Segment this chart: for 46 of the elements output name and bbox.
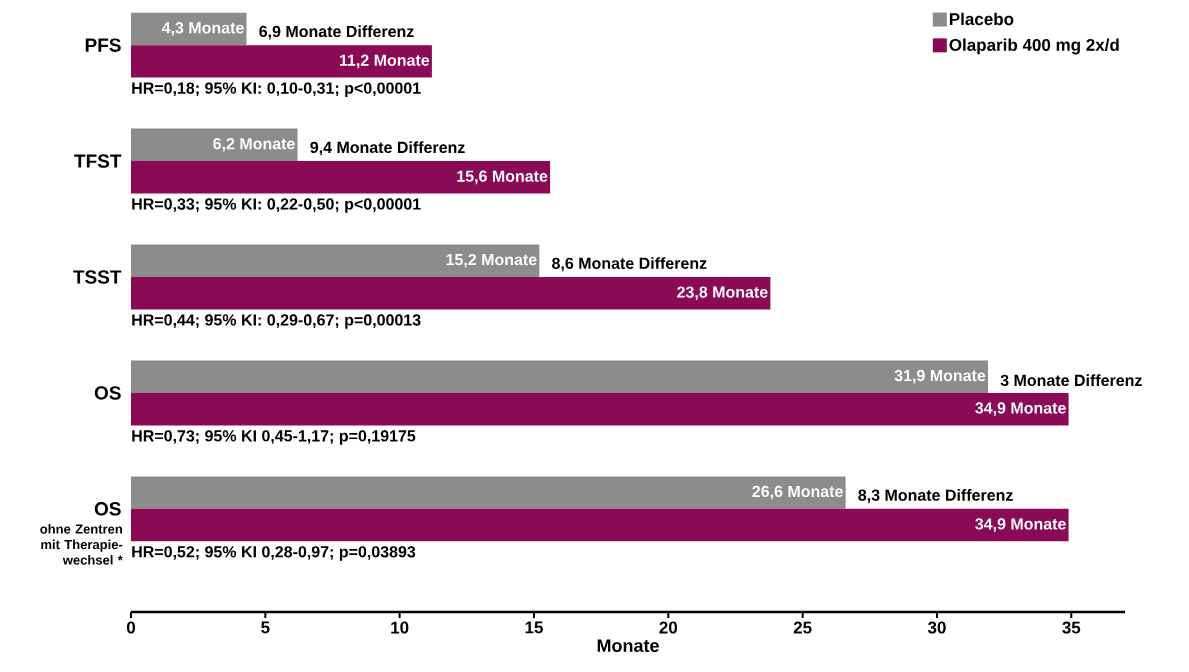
y-tick-label: OS (94, 502, 121, 516)
bar (131, 360, 988, 393)
bar (131, 476, 846, 509)
data-label: 15,6 Monate (457, 170, 548, 185)
x-tick-label: 35 (1062, 621, 1081, 634)
x-tick-label: 20 (659, 621, 678, 634)
data-label: 15,2 Monate (446, 253, 537, 268)
x-tick-label: 10 (391, 621, 409, 634)
annotation: HR=0,33; 95% KI: 0,22-0,50; p<0,00001 (132, 198, 421, 213)
data-label: 23,8 Monate (677, 286, 768, 301)
bar (131, 161, 551, 194)
annotation: 3 Monate Differenz (1000, 374, 1142, 387)
annotation: 8,6 Monate Differenz (552, 257, 707, 272)
bar (131, 508, 1069, 542)
annotation: HR=0,18; 95% KI: 0,10-0,31; p<0,00001 (132, 82, 421, 97)
bar (131, 392, 1069, 426)
legend-label: Olaparib 400 mg 2x/d (949, 38, 1119, 55)
data-label: 26,6 Monate (752, 485, 843, 500)
bar (131, 45, 432, 78)
x-tick-label: 0 (126, 621, 136, 634)
data-label: 31,9 Monate (894, 369, 986, 384)
annotation: 8,3 Monate Differenz (858, 489, 1013, 504)
y-tick-label: PFS (85, 38, 121, 52)
data-label: 11,2 Monate (340, 54, 430, 69)
data-label: 6,2 Monate (213, 138, 295, 152)
bar (131, 244, 540, 277)
annotation: 6,9 Monate Differenz (259, 25, 414, 40)
x-tick-label: 5 (261, 621, 270, 634)
annotation: HR=0,73; 95% KI 0,45-1,17; p=0,19175 (132, 430, 416, 445)
data-label: 34,9 Monate (975, 402, 1066, 416)
y-tick-label: TSST (73, 270, 122, 284)
x-tick-label: 25 (793, 621, 812, 634)
annotation: HR=0,52; 95% KI 0,28-0,97; p=0,03893 (132, 546, 416, 561)
annotation: HR=0,44; 95% KI: 0,29-0,67; p=0,00013 (132, 314, 421, 329)
data-label: 4,3 Monate (161, 22, 244, 36)
y-tick-label: TFST (74, 154, 122, 168)
x-tick-label: 15 (525, 621, 543, 634)
legend-label: Placebo (949, 12, 1014, 26)
annotation: 9,4 Monate Differenz (310, 141, 465, 156)
text: ohne Zentren mit Therapie-wechsel * (40, 524, 123, 565)
data-label: 34,9 Monate (975, 518, 1066, 532)
x-axis-title: Monate (597, 639, 659, 652)
y-tick-label: OS (94, 386, 121, 400)
x-tick-label: 30 (927, 621, 946, 634)
bar (131, 128, 298, 162)
bar (131, 277, 771, 310)
